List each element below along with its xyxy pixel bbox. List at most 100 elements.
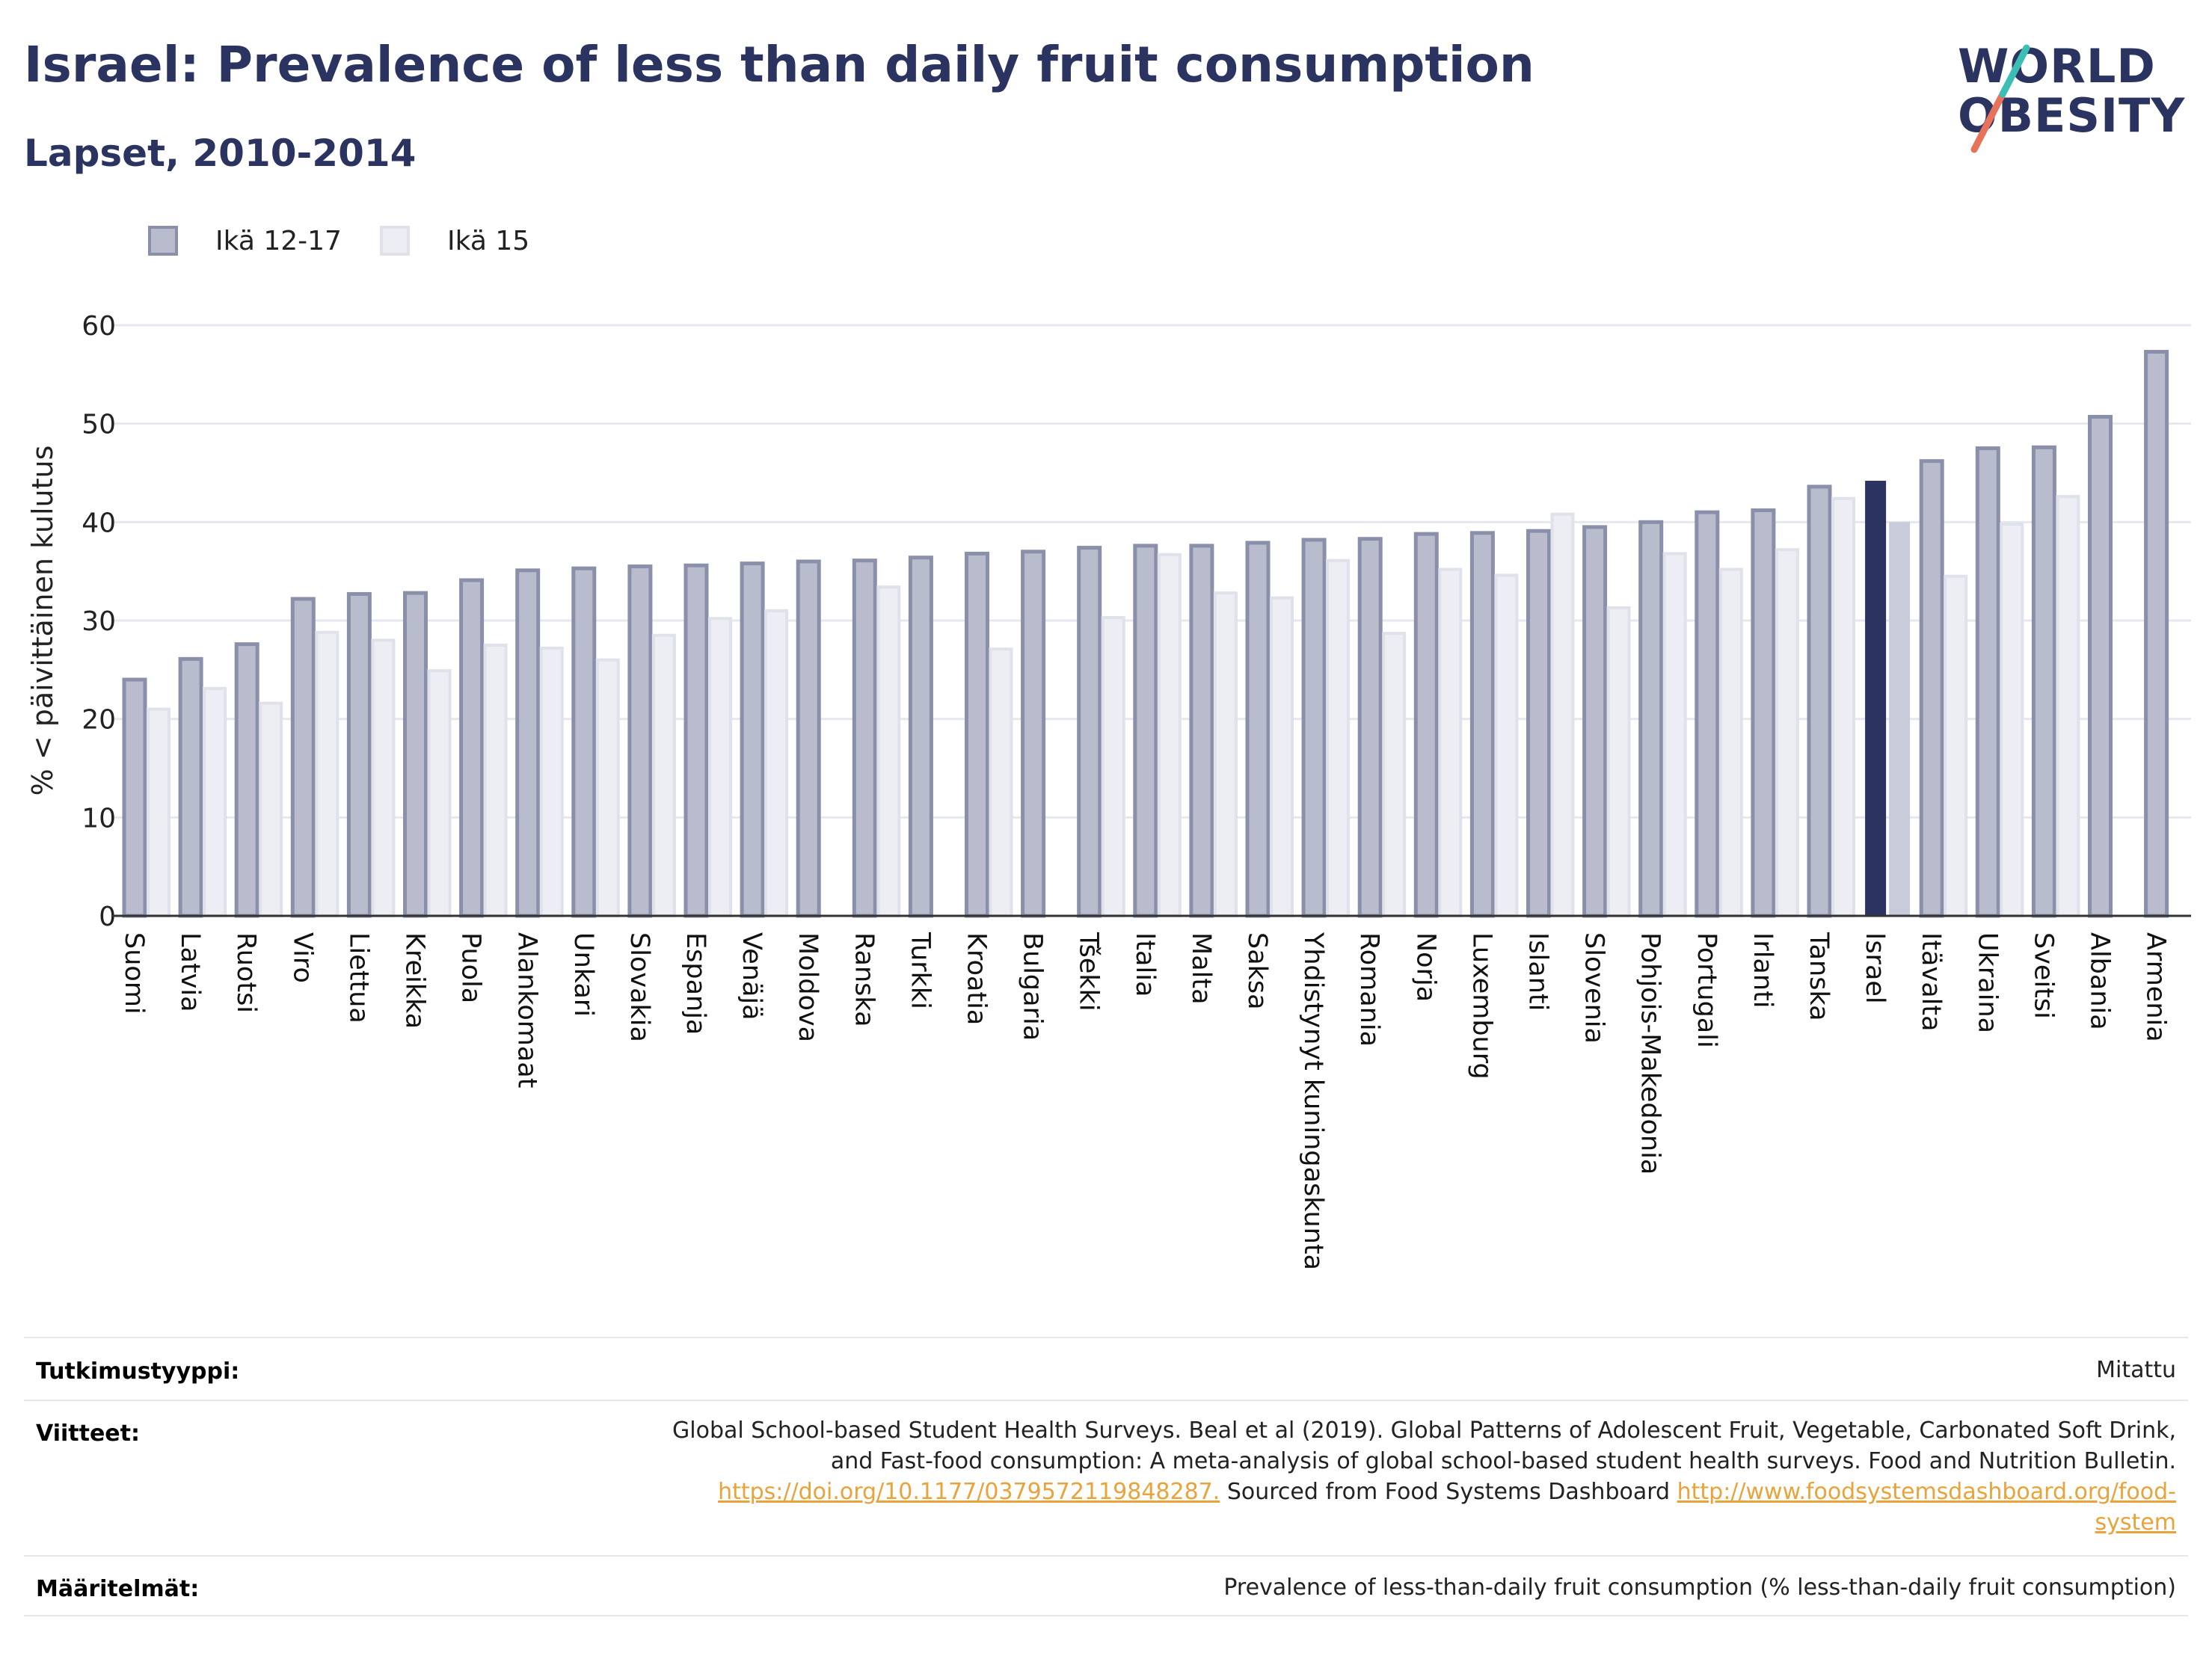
bar-series1 <box>2088 414 2113 918</box>
x-tick-label: Kreikka <box>400 932 430 1029</box>
legend-swatch-series2 <box>380 226 410 256</box>
bar-series2 <box>427 669 452 918</box>
x-tick-label: Espanja <box>681 932 710 1035</box>
bar-series2 <box>764 609 789 917</box>
definitions-value: Prevalence of less-than-daily fruit cons… <box>1223 1575 2176 1601</box>
bar-series1 <box>1919 459 1944 918</box>
x-tick-label: Saksa <box>1242 932 1272 1010</box>
bar-series1 <box>346 591 372 918</box>
bar-series2 <box>1831 496 1855 917</box>
x-tick-label: Slovenia <box>1579 932 1609 1044</box>
dashboard-link[interactable]: http://www.foodsystemsdashboard.org/food… <box>1677 1479 2176 1505</box>
x-tick-label: Ukraina <box>1972 932 2002 1033</box>
bar-series2 <box>1775 548 1799 917</box>
bar-series2 <box>1944 574 1968 917</box>
bar-series1 <box>852 558 877 918</box>
bar-series1 <box>1469 531 1495 918</box>
x-tick-label: Ruotsi <box>231 932 261 1013</box>
bar-series1 <box>1582 525 1608 918</box>
bar-series2 <box>1889 522 1911 916</box>
bar-series1 <box>1245 541 1271 918</box>
x-tick-label: Yhdistynyt kuningaskunta <box>1298 932 1328 1270</box>
bar-series2 <box>989 647 1013 917</box>
bar-series1 <box>1865 481 1887 916</box>
bar-series2 <box>1326 558 1351 917</box>
bar-series1 <box>403 591 428 918</box>
bar-series1 <box>965 551 989 918</box>
bar-series1 <box>1357 537 1383 918</box>
bar-series2 <box>539 646 564 917</box>
x-tick-label: Irlanti <box>1748 932 1778 1009</box>
x-tick-label: Italia <box>1130 932 1160 997</box>
logo-slash-icon <box>1970 44 2030 153</box>
doi-link[interactable]: https://doi.org/10.1177/0379572119848287… <box>718 1479 1220 1505</box>
chart-subtitle: Lapset, 2010-2014 <box>24 132 417 175</box>
references-line4: system <box>672 1507 2176 1538</box>
world-obesity-logo: WORLD OBESITY <box>1952 30 2191 157</box>
bar-chart: 0 10 20 30 40 50 60 % < päivittäinen kulutus Suo… <box>26 311 2191 1270</box>
references-value: Global School-based Student Health Surve… <box>672 1415 2176 1538</box>
bar-series1 <box>683 563 709 918</box>
x-tick-label: Ranska <box>849 932 879 1027</box>
bar-series2 <box>371 638 396 917</box>
dashboard-link-continued[interactable]: system <box>2095 1509 2176 1536</box>
x-tick-label: Venäjä <box>737 932 766 1021</box>
x-tick-label: Luxemburg <box>1466 932 1496 1080</box>
y-tick-label: 30 <box>82 606 116 637</box>
bar-series1 <box>1133 544 1158 918</box>
bar-series2 <box>595 658 620 917</box>
bar-series2 <box>2000 522 2024 917</box>
bar-series2 <box>203 686 227 917</box>
x-tick-label: Sveitsi <box>2028 932 2058 1019</box>
x-tick-label: Viro <box>287 932 317 983</box>
footer-divider <box>24 1400 2188 1401</box>
bar-series2 <box>1718 567 1743 917</box>
chart-title: Israel: Prevalence of less than daily fr… <box>24 36 1534 93</box>
bar-series1 <box>1077 546 1102 918</box>
bar-series1 <box>234 642 259 918</box>
footer-divider <box>24 1337 2188 1338</box>
y-axis-label: % < päivittäinen kulutus <box>26 446 59 796</box>
bar-series2 <box>483 643 508 917</box>
x-tick-label: Islanti <box>1523 932 1553 1011</box>
x-tick-label: Puola <box>456 932 486 1003</box>
x-tick-label: Malta <box>1186 932 1216 1005</box>
x-tick-label: Romania <box>1354 932 1384 1047</box>
footer-divider <box>24 1555 2188 1557</box>
study-type-value: Mitattu <box>2096 1357 2176 1383</box>
bar-series1 <box>122 677 147 918</box>
bar-series1 <box>796 559 821 918</box>
legend-label-series1: Ikä 12-17 <box>215 226 342 256</box>
references-mid-text: Sourced from Food Systems Dashboard <box>1220 1479 1677 1505</box>
bar-series1 <box>290 597 316 918</box>
bar-series1 <box>1807 484 1832 918</box>
x-tick-label: Kroatia <box>962 932 992 1025</box>
bar-series1 <box>1413 532 1439 918</box>
x-tick-label: Portugali <box>1692 932 1721 1048</box>
definitions-label: Määritelmät: <box>36 1576 200 1602</box>
bar-series2 <box>1157 552 1182 917</box>
bar-series1 <box>571 566 597 918</box>
bar-series1 <box>459 578 485 918</box>
x-tick-label: Moldova <box>793 932 823 1042</box>
bar-series1 <box>1751 508 1776 918</box>
bar-series2 <box>1270 596 1294 917</box>
legend-swatch-series1 <box>148 226 178 256</box>
x-tick-label: Norja <box>1410 932 1440 1002</box>
bar-series1 <box>1695 510 1720 918</box>
x-tick-label: Bulgaria <box>1018 932 1048 1041</box>
bar-series2 <box>651 633 676 917</box>
bar-series2 <box>1213 591 1238 917</box>
legend-label-series2: Ikä 15 <box>447 226 530 256</box>
bar-series1 <box>1526 529 1551 918</box>
bar-series1 <box>1975 446 2000 918</box>
footer-divider <box>24 1615 2188 1616</box>
x-tick-label: Turkki <box>905 932 935 1009</box>
references-line2: and Fast-food consumption: A meta-analys… <box>830 1448 2176 1474</box>
bar-series2 <box>1662 552 1687 917</box>
bar-series2 <box>1382 632 1407 917</box>
bar-series1 <box>1021 550 1046 918</box>
study-type-label: Tutkimustyyppi: <box>36 1358 240 1385</box>
x-tick-label: Alankomaat <box>512 932 542 1088</box>
x-tick-label: Pohjois-Makedonia <box>1635 932 1665 1175</box>
